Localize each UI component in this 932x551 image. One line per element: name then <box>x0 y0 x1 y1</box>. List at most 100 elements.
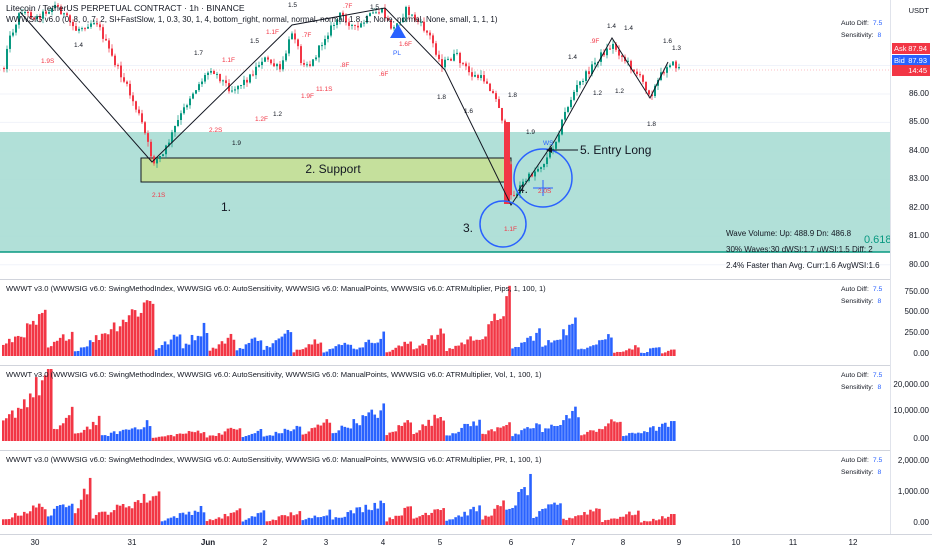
histogram-bar <box>652 426 655 441</box>
histogram-bar <box>400 346 404 356</box>
histogram-bar <box>43 375 47 441</box>
candle-body <box>48 11 50 14</box>
candle-body <box>3 68 5 70</box>
indicator-pane-vol[interactable]: WWWT v3.0 (WWWSIG v6.0: SwingMethodIndex… <box>0 365 932 450</box>
pr-axis[interactable]: 2,000.00 1,000.00 0.00 <box>890 450 932 534</box>
histogram-bar <box>223 343 227 356</box>
histogram-bar <box>85 494 89 525</box>
time-tick: 10 <box>731 538 741 547</box>
histogram-bar <box>106 436 110 441</box>
histogram-bar <box>526 495 529 525</box>
candle-body <box>528 173 530 181</box>
histogram-bar <box>46 369 50 441</box>
indicator-pane-pips[interactable]: WWWT v3.0 (WWWSIG v6.0: SwingMethodIndex… <box>0 279 932 365</box>
histogram-bar <box>328 509 332 525</box>
candle-body <box>9 35 11 49</box>
histogram-bar <box>7 338 11 356</box>
histogram-bar <box>28 324 32 356</box>
histogram-bar <box>100 333 104 356</box>
histogram-bar <box>133 310 137 356</box>
histogram-bar <box>628 511 631 525</box>
histogram-bar <box>583 512 586 525</box>
indicator-legend[interactable]: WWWSIG v6.0 (0, 8, 0, 7, 2, Sl+FastSlow,… <box>6 15 498 24</box>
histogram-bar <box>127 429 131 441</box>
time-axis[interactable]: 30 31 Jun 2 3 4 5 6 7 8 9 10 11 12 <box>0 534 932 551</box>
histogram-bar <box>358 347 362 356</box>
candle-body <box>369 13 371 17</box>
price-pane[interactable]: 2. Support 5. Entry Long 1. 3. 4. WS PL 1.5 1.4 1… <box>0 0 932 279</box>
histogram-bar <box>67 505 71 525</box>
wave-label: 1.1F <box>222 57 235 64</box>
histogram-bar <box>427 515 430 525</box>
histogram-bar <box>139 312 143 356</box>
histogram-bar <box>136 429 140 441</box>
candle-body <box>408 6 410 15</box>
indicator-pane-pr[interactable]: WWWT v3.0 (WWWSIG v6.0: SwingMethodIndex… <box>0 450 932 534</box>
price-axis[interactable]: USDT 87.0086.0085.0084.0083.0082.0081.00… <box>890 0 932 279</box>
wave-label: 1.2 <box>273 111 282 118</box>
candle-body <box>645 81 647 91</box>
histogram-bar <box>598 340 601 356</box>
histogram-bar <box>10 342 14 356</box>
histogram-bar <box>652 347 655 356</box>
histogram-bar <box>619 516 622 525</box>
histogram-bar <box>418 516 421 525</box>
histogram-bar <box>91 421 95 441</box>
histogram-bar <box>163 520 167 525</box>
histogram-bar <box>229 333 233 356</box>
wave-label: 1.8 <box>647 121 656 128</box>
currency-label[interactable]: USDT <box>908 6 929 15</box>
histogram-bar <box>364 504 368 525</box>
candle-body <box>480 75 482 79</box>
histogram-bar <box>211 520 215 525</box>
support-label: 2. Support <box>305 162 361 176</box>
histogram-bar <box>427 338 430 356</box>
candle-body <box>174 126 176 133</box>
histogram-bar <box>337 517 341 525</box>
histogram-bar <box>49 515 53 525</box>
histogram-bar <box>67 415 71 441</box>
indicator-title-vol[interactable]: WWWT v3.0 (WWWSIG v6.0: SwingMethodIndex… <box>6 370 542 379</box>
histogram-bar <box>484 515 487 525</box>
histogram-bar <box>481 339 484 356</box>
histogram-bar <box>661 516 664 525</box>
indicator-title-pr[interactable]: WWWT v3.0 (WWWSIG v6.0: SwingMethodIndex… <box>6 455 542 464</box>
histogram-bar <box>430 335 433 356</box>
candle-body <box>201 81 203 85</box>
low-circle <box>479 200 527 248</box>
histogram-bar <box>439 510 442 525</box>
candle-body <box>633 69 635 72</box>
histogram-bar <box>40 380 44 441</box>
wave-label: 1.2 <box>615 88 624 95</box>
histogram-bar <box>451 348 454 356</box>
wave-label: 2.1S <box>152 192 166 199</box>
histogram-bar <box>160 345 164 356</box>
histogram-bar <box>571 410 574 441</box>
candle-body <box>240 85 242 87</box>
histogram-bar <box>394 515 398 525</box>
histogram-bar <box>634 433 637 441</box>
histogram-bar <box>184 343 188 356</box>
wave-label: 1.4 <box>624 25 633 32</box>
histogram-bar <box>250 433 254 441</box>
histogram-bar <box>157 491 161 525</box>
histogram-bar <box>277 338 281 356</box>
candle-body <box>498 99 500 109</box>
candle-body <box>312 59 314 66</box>
histogram-bar <box>586 514 589 525</box>
wave-label: 1.1F <box>504 226 517 233</box>
histogram-bar <box>325 351 329 356</box>
histogram-bar <box>547 340 550 356</box>
indicator-title-pips[interactable]: WWWT v3.0 (WWWSIG v6.0: SwingMethodIndex… <box>6 284 546 293</box>
histogram-bar <box>559 424 562 441</box>
vol-axis[interactable]: 20,000.00 10,000.00 0.00 <box>890 365 932 450</box>
histogram-bar <box>91 518 95 525</box>
histogram-bar <box>175 517 179 525</box>
histogram-bar <box>202 512 206 525</box>
histogram-bar <box>466 515 469 525</box>
sensitivity-pips: Sensitivity: 8 <box>841 298 882 305</box>
pips-axis[interactable]: 750.00 500.00 250.00 0.00 <box>890 279 932 365</box>
histogram-bar <box>418 345 421 356</box>
price-chart[interactable]: 2. Support 5. Entry Long 1. 3. 4. WS PL 1.5 1.4 1… <box>0 0 891 279</box>
candle-body <box>429 32 431 36</box>
